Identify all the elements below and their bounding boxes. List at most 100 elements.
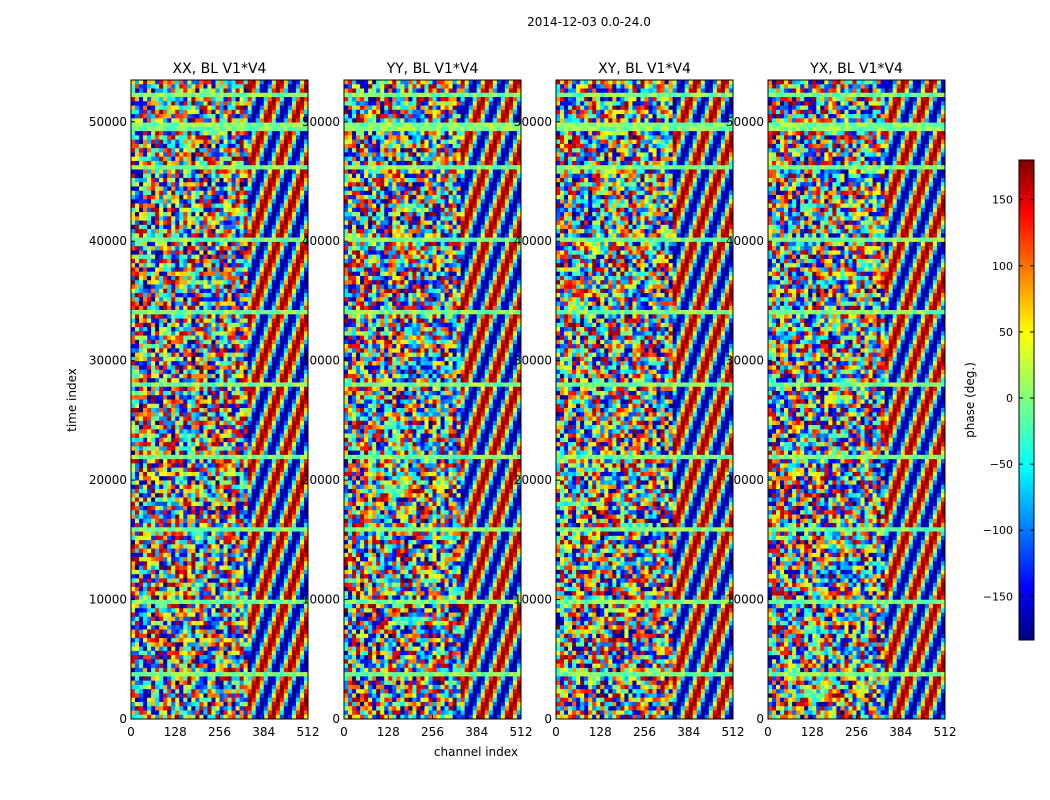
heatmap-cell xyxy=(171,144,175,149)
heatmap-cell xyxy=(191,242,195,247)
heatmap-cell xyxy=(215,225,219,230)
heatmap-cell xyxy=(191,246,195,251)
heatmap-cell xyxy=(143,165,147,170)
heatmap-cell xyxy=(240,302,244,307)
heatmap-cell xyxy=(280,169,284,174)
heatmap-cell xyxy=(264,229,268,234)
heatmap-cell xyxy=(151,250,155,255)
heatmap-cell xyxy=(147,361,151,366)
heatmap-cell xyxy=(191,169,195,174)
heatmap-cell xyxy=(224,263,228,268)
heatmap-cell xyxy=(220,284,224,289)
heatmap-cell xyxy=(203,199,207,204)
heatmap-cell xyxy=(175,314,179,319)
heatmap-cell xyxy=(143,280,147,285)
heatmap-cell xyxy=(296,370,300,375)
heatmap-cell xyxy=(276,148,280,153)
heatmap-cell xyxy=(151,182,155,187)
heatmap-cell xyxy=(220,327,224,332)
heatmap-cell xyxy=(276,361,280,366)
heatmap-cell xyxy=(167,314,171,319)
heatmap-cell xyxy=(147,182,151,187)
heatmap-cell xyxy=(147,297,151,302)
heatmap-cell xyxy=(236,387,240,392)
heatmap-cell xyxy=(131,382,135,387)
heatmap-cell xyxy=(276,267,280,272)
heatmap-cell xyxy=(135,336,139,341)
heatmap-cell xyxy=(260,233,264,238)
heatmap-cell xyxy=(288,174,292,179)
heatmap-cell xyxy=(244,127,248,132)
heatmap-cell xyxy=(171,306,175,311)
heatmap-cell xyxy=(284,114,288,119)
heatmap-cell xyxy=(260,395,264,400)
heatmap-cell xyxy=(199,174,203,179)
heatmap-cell xyxy=(268,191,272,196)
heatmap-cell xyxy=(151,387,155,392)
heatmap-cell xyxy=(151,314,155,319)
heatmap-cell xyxy=(232,161,236,166)
heatmap-cell xyxy=(203,421,207,426)
heatmap-cell xyxy=(151,238,155,243)
heatmap-cell xyxy=(211,118,215,123)
heatmap-cell xyxy=(220,84,224,89)
heatmap-cell xyxy=(155,89,159,94)
heatmap-cell xyxy=(207,293,211,298)
heatmap-cell xyxy=(175,101,179,106)
heatmap-cell xyxy=(220,280,224,285)
heatmap-cell xyxy=(284,361,288,366)
heatmap-cell xyxy=(268,400,272,405)
heatmap-cell xyxy=(187,208,191,213)
heatmap-cell xyxy=(288,110,292,115)
heatmap-cell xyxy=(276,84,280,89)
heatmap-cell xyxy=(280,80,284,85)
heatmap-cell xyxy=(175,106,179,111)
heatmap-cell xyxy=(276,429,280,434)
heatmap-cell xyxy=(191,378,195,383)
heatmap-cell xyxy=(260,169,264,174)
heatmap-cell xyxy=(191,118,195,123)
heatmap-cell xyxy=(260,400,264,405)
heatmap-cell xyxy=(155,221,159,226)
heatmap-cell xyxy=(276,106,280,111)
heatmap-cell xyxy=(203,255,207,260)
heatmap-cell xyxy=(215,263,219,268)
heatmap-cell xyxy=(179,280,183,285)
heatmap-cell xyxy=(260,89,264,94)
heatmap-cell xyxy=(143,123,147,128)
heatmap-cell xyxy=(288,395,292,400)
heatmap-cell xyxy=(171,365,175,370)
heatmap-cell xyxy=(135,276,139,281)
heatmap-cell xyxy=(256,195,260,200)
heatmap-cell xyxy=(272,165,276,170)
heatmap-cell xyxy=(276,221,280,226)
heatmap-cell xyxy=(175,84,179,89)
heatmap-cell xyxy=(268,306,272,311)
heatmap-cell xyxy=(268,131,272,136)
heatmap-cell xyxy=(175,97,179,102)
heatmap-cell xyxy=(228,84,232,89)
heatmap-cell xyxy=(244,353,248,358)
heatmap-cell xyxy=(248,225,252,230)
heatmap-cell xyxy=(296,195,300,200)
heatmap-cell xyxy=(147,348,151,353)
heatmap-cell xyxy=(248,89,252,94)
heatmap-cell xyxy=(256,106,260,111)
heatmap-cell xyxy=(272,429,276,434)
heatmap-cell xyxy=(296,157,300,162)
heatmap-cell xyxy=(147,212,151,217)
heatmap-cell xyxy=(288,314,292,319)
heatmap-cell xyxy=(280,246,284,251)
heatmap-cell xyxy=(175,289,179,294)
heatmap-cell xyxy=(139,152,143,157)
heatmap-cell xyxy=(195,353,199,358)
heatmap-cell xyxy=(240,110,244,115)
heatmap-cell xyxy=(288,319,292,324)
heatmap-cell xyxy=(179,336,183,341)
heatmap-cell xyxy=(135,106,139,111)
heatmap-cell xyxy=(171,395,175,400)
heatmap-cell xyxy=(252,408,256,413)
heatmap-cell xyxy=(143,204,147,209)
heatmap-cell xyxy=(167,417,171,422)
heatmap-cell xyxy=(143,267,147,272)
